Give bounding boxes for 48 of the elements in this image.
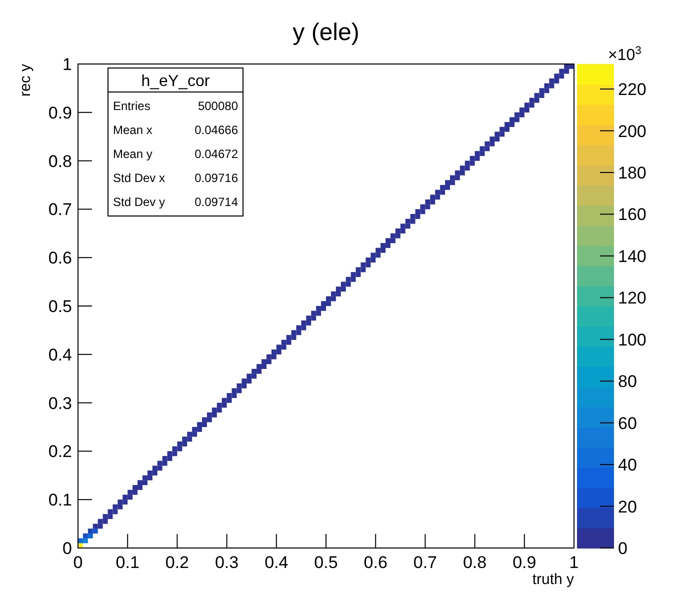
- x-tick-label: 0.6: [364, 553, 388, 572]
- y-tick-label: 0.4: [48, 345, 72, 364]
- annotation: 0.04672: [194, 147, 238, 161]
- y-tick-label: 0.5: [48, 297, 72, 316]
- x-axis-title: truth y: [532, 571, 574, 588]
- annotation: 500080: [198, 99, 238, 113]
- x-tick-label: 0.9: [512, 553, 536, 572]
- x-tick-label: 0.5: [314, 553, 338, 572]
- color-bar-label: 40: [618, 456, 637, 475]
- annotation: 0.09716: [194, 171, 238, 185]
- color-bar-label: 160: [618, 205, 646, 224]
- chart-title: y (ele): [292, 19, 360, 46]
- y-tick-label: 0.1: [48, 490, 72, 510]
- y-tick-label: 0.6: [48, 248, 72, 268]
- annotation: Entries: [113, 99, 150, 113]
- annotation: Std Dev x: [113, 171, 166, 185]
- y-tick-label: 0.3: [48, 394, 72, 413]
- color-bar-label: 220: [618, 80, 646, 100]
- y-tick-label: 0: [62, 539, 72, 558]
- x-tick-label: 0.7: [413, 553, 438, 572]
- annotation: 0.09714: [194, 195, 238, 209]
- color-bar-title: ×10$^{3}$: [608, 45, 642, 64]
- annotation: Std Dev y: [113, 195, 166, 209]
- color-bar-label: 120: [618, 288, 646, 308]
- x-tick-label: 1: [569, 553, 579, 572]
- color-bar-label: 80: [618, 372, 637, 392]
- y-tick-label: 0.2: [48, 442, 72, 462]
- annotation: 0.04666: [194, 123, 238, 137]
- color-bar-label: 100: [618, 330, 646, 350]
- annotation: h_eY_cor: [141, 73, 210, 90]
- color-bar-label: 200: [618, 122, 646, 141]
- color-bar-label: 20: [618, 497, 637, 516]
- annotation: Mean x: [113, 123, 152, 137]
- x-tick-label: 0.8: [462, 553, 487, 572]
- y-axis-title: rec y: [17, 64, 34, 97]
- y-tick-label: 0.9: [48, 103, 72, 122]
- x-tick-label: 0.4: [264, 553, 288, 572]
- color-bar-label: 0: [618, 539, 628, 558]
- y-tick-label: 0.8: [48, 152, 72, 171]
- color-bar-label: 180: [618, 163, 646, 182]
- color-bar-label: 140: [618, 246, 646, 266]
- y-tick-label: 0.7: [48, 200, 72, 220]
- color-bar-label: 60: [618, 414, 637, 433]
- x-tick-label: 0.2: [165, 553, 190, 572]
- x-tick-label: 0.1: [116, 553, 140, 572]
- y-tick-label: 1: [62, 55, 72, 74]
- annotation: Mean y: [113, 147, 152, 161]
- x-tick-label: 0.3: [214, 553, 239, 572]
